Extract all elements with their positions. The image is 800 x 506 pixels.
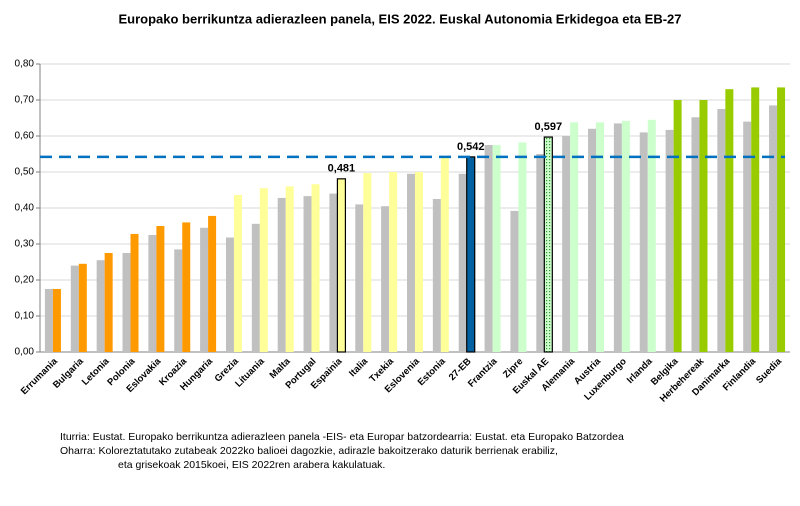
data-label: 0,597 bbox=[535, 121, 563, 133]
bar bbox=[104, 253, 113, 352]
bar bbox=[596, 122, 605, 352]
bar bbox=[174, 249, 183, 352]
bar bbox=[717, 109, 726, 352]
x-tick-label: Suedia bbox=[754, 356, 784, 386]
y-tick-label: 0,80 bbox=[15, 59, 35, 70]
bar bbox=[329, 193, 338, 352]
bar bbox=[233, 195, 242, 352]
bar bbox=[96, 260, 105, 352]
bar bbox=[621, 120, 630, 352]
bar bbox=[458, 173, 467, 352]
bar bbox=[562, 136, 571, 352]
note: eta grisekoak 2015koei, EIS 2022ren arab… bbox=[118, 459, 385, 471]
bar bbox=[130, 233, 139, 352]
chart-title: Europako berrikuntza adierazleen panela,… bbox=[118, 11, 681, 26]
y-tick-label: 0,30 bbox=[15, 239, 35, 250]
note: Iturria: Eustat. Europako berrikuntza ad… bbox=[60, 431, 624, 443]
note: Oharra: Koloreztatutako zutabeak 2022ko … bbox=[60, 445, 558, 457]
bar bbox=[639, 132, 648, 352]
bar bbox=[336, 178, 347, 353]
data-label: 0,542 bbox=[457, 141, 485, 153]
y-tick-label: 0,20 bbox=[15, 275, 35, 286]
bar bbox=[415, 172, 423, 352]
y-tick-label: 0,40 bbox=[15, 203, 35, 214]
y-tick-label: 0,60 bbox=[15, 131, 35, 142]
y-tick-label: 0,70 bbox=[15, 95, 35, 106]
bar bbox=[200, 227, 209, 352]
x-tick-label: Lituania bbox=[233, 356, 267, 390]
bar bbox=[673, 100, 682, 352]
bar bbox=[518, 142, 527, 352]
bar bbox=[311, 184, 320, 352]
bar bbox=[647, 119, 656, 352]
bar bbox=[52, 289, 61, 352]
bar bbox=[44, 289, 53, 352]
bar bbox=[148, 235, 157, 352]
bar bbox=[613, 123, 622, 353]
bar bbox=[743, 121, 752, 352]
bar bbox=[665, 129, 674, 352]
bar bbox=[691, 117, 700, 352]
bar bbox=[484, 145, 493, 352]
bar bbox=[251, 223, 260, 352]
bar bbox=[751, 87, 760, 353]
bar bbox=[277, 197, 286, 352]
bar bbox=[389, 172, 398, 352]
data-label: 0,481 bbox=[328, 163, 356, 175]
bar bbox=[699, 100, 708, 352]
bar bbox=[285, 186, 294, 352]
bar bbox=[303, 196, 312, 352]
y-tick-label: 0,00 bbox=[15, 347, 35, 358]
y-tick-label: 0,50 bbox=[15, 167, 35, 178]
bar bbox=[492, 145, 501, 352]
y-tick-label: 0,10 bbox=[15, 311, 35, 322]
bar bbox=[769, 105, 778, 353]
bar bbox=[259, 188, 268, 352]
bar bbox=[156, 226, 165, 352]
bar bbox=[208, 215, 217, 352]
bar bbox=[466, 156, 476, 353]
bar bbox=[570, 122, 579, 352]
bar bbox=[225, 237, 234, 352]
bar bbox=[407, 173, 415, 352]
bar bbox=[363, 173, 372, 352]
bar bbox=[432, 199, 441, 352]
bar bbox=[510, 210, 519, 352]
bar bbox=[381, 206, 390, 352]
bar bbox=[355, 204, 364, 352]
bar bbox=[122, 253, 131, 352]
bar bbox=[536, 154, 545, 352]
x-tick-label: Italia bbox=[347, 356, 371, 380]
x-tick-label: Estonia bbox=[416, 356, 449, 389]
bar bbox=[78, 263, 87, 352]
bar bbox=[543, 136, 553, 353]
bar bbox=[588, 128, 597, 352]
bar bbox=[70, 265, 79, 352]
bar bbox=[725, 89, 734, 352]
x-tick-label: Errumania bbox=[19, 356, 61, 398]
bar bbox=[182, 222, 191, 352]
bar bbox=[777, 87, 786, 353]
x-tick-label: Frantzia bbox=[466, 356, 500, 390]
bar bbox=[440, 157, 449, 352]
